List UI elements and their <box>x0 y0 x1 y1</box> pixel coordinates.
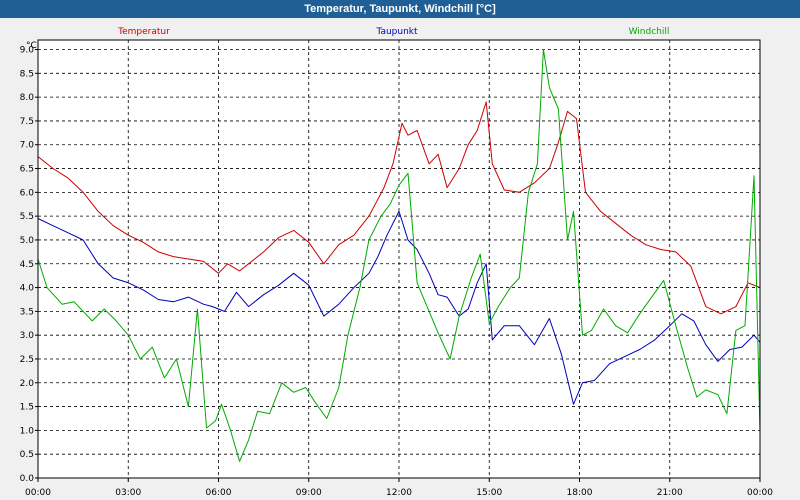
y-tick-label: 8.5 <box>20 69 34 79</box>
y-tick-label: 0.0 <box>20 474 35 484</box>
y-tick-label: 1.0 <box>20 426 35 436</box>
series-line-windchill <box>37 49 761 462</box>
x-tick-time-label: 09:00 <box>296 488 322 498</box>
y-tick-label: 6.5 <box>20 165 34 175</box>
x-tick-time-label: 18:00 <box>567 488 593 498</box>
y-tick-label: 1.5 <box>20 403 34 413</box>
x-tick-time-label: 21:00 <box>657 488 683 498</box>
y-tick-label: 7.0 <box>20 141 35 151</box>
y-tick-label: 8.0 <box>20 93 35 103</box>
x-tick-time-label: 06:00 <box>206 488 232 498</box>
y-tick-label: 2.5 <box>20 355 34 365</box>
series-line-temperatur <box>37 101 761 315</box>
y-tick-label: 3.5 <box>20 307 34 317</box>
x-tick-time-label: 12:00 <box>386 488 412 498</box>
line-chart: 0.0 0.5 1.0 1.5 2.0 2.5 3.0 3.5 4.0 4.5 5.0 5.5 6.0 6… <box>0 18 800 500</box>
y-unit-label: °C <box>26 41 37 51</box>
y-tick-label: 4.0 <box>20 284 35 294</box>
x-tick-time-label: 00:00 <box>25 488 51 498</box>
series-line-taupunkt <box>37 210 761 405</box>
chart-title-bar: Temperatur, Taupunkt, Windchill [°C] <box>0 0 800 18</box>
x-tick-time-label: 03:00 <box>115 488 141 498</box>
x-tick-time-label: 00:00 <box>747 488 773 498</box>
y-tick-label: 3.0 <box>20 331 35 341</box>
legend-temperatur: Temperatur <box>117 27 170 37</box>
y-tick-label: 7.5 <box>20 117 34 127</box>
x-tick-time-label: 15:00 <box>476 488 502 498</box>
y-tick-label: 2.0 <box>20 379 35 389</box>
y-tick-label: 4.5 <box>20 260 34 270</box>
y-tick-label: 5.0 <box>20 236 35 246</box>
legend-taupunkt: Taupunkt <box>375 27 418 37</box>
y-tick-label: 0.5 <box>20 450 34 460</box>
legend-windchill: Windchill <box>629 27 670 37</box>
y-tick-label: 6.0 <box>20 188 35 198</box>
y-tick-label: 9.0 <box>20 46 35 56</box>
y-tick-label: 5.5 <box>20 212 34 222</box>
